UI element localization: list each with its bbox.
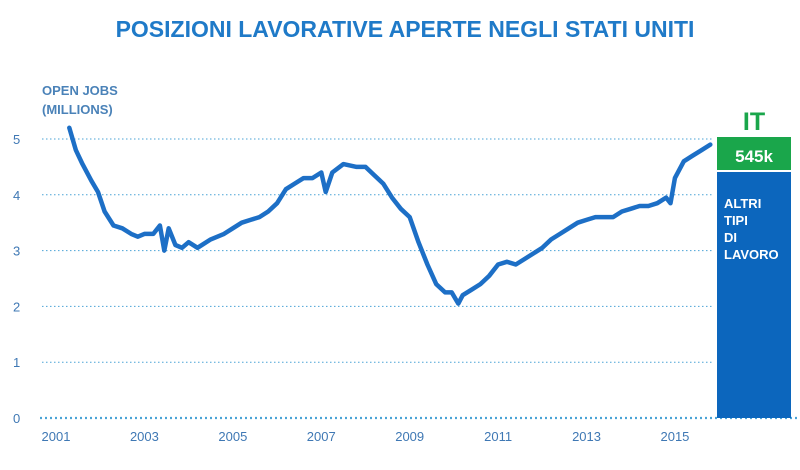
y-tick-label-5: 5: [13, 132, 20, 147]
side-stacked-bar: IT 545k ALTRI TIPI DI LAVORO: [717, 108, 791, 418]
series-line-0: [67, 125, 713, 306]
y-tick-label-2: 2: [13, 299, 20, 314]
chart-title: POSIZIONI LAVORATIVE APERTE NEGLI STATI …: [116, 16, 695, 42]
bar-label-altri-line-1: ALTRI: [724, 196, 761, 211]
bar-label-altri-line-3: DI: [724, 230, 737, 245]
y-tick-label-3: 3: [13, 244, 20, 259]
y-tick-labels: 0 1 2 3 4 5: [13, 132, 20, 426]
y-tick-label-1: 1: [13, 355, 20, 370]
series-layer: [67, 125, 713, 306]
x-tick-label-2013: 2013: [572, 429, 601, 444]
x-tick-label-2001: 2001: [42, 429, 71, 444]
y-axis-label-line-1: OPEN JOBS: [42, 83, 118, 98]
x-tick-label-2009: 2009: [395, 429, 424, 444]
bar-label-it: IT: [743, 108, 765, 136]
grid-lines: [40, 138, 800, 420]
bar-segment-altri: [717, 172, 791, 418]
y-tick-label-4: 4: [13, 188, 20, 203]
x-tick-label-2015: 2015: [660, 429, 689, 444]
bar-value-it: 545k: [735, 147, 773, 166]
bar-label-altri-line-4: LAVORO: [724, 247, 779, 262]
x-tick-labels: 2001 2003 2005 2007 2009 2011 2013 2015: [42, 429, 690, 444]
x-tick-label-2003: 2003: [130, 429, 159, 444]
y-tick-label-0: 0: [13, 411, 20, 426]
bar-segment-it: [717, 137, 791, 170]
bar-label-altri-line-2: TIPI: [724, 213, 748, 228]
x-tick-label-2005: 2005: [218, 429, 247, 444]
x-tick-label-2011: 2011: [484, 429, 512, 444]
x-tick-label-2007: 2007: [307, 429, 336, 444]
y-axis-label-line-2: (MILLIONS): [42, 102, 113, 117]
